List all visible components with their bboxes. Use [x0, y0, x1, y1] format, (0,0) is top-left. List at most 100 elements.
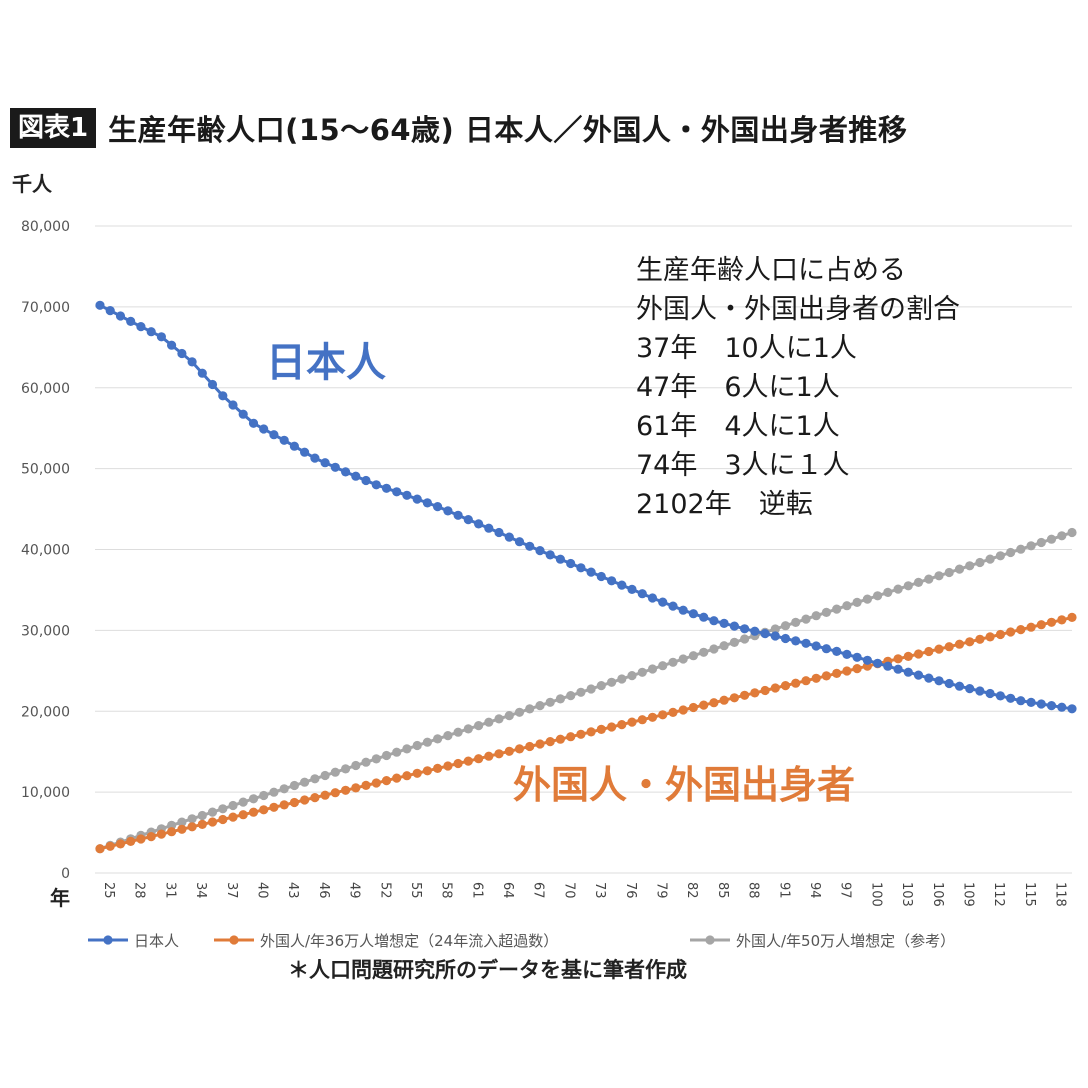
series-marker: [699, 700, 709, 710]
series-marker: [1036, 537, 1046, 548]
series-marker: [371, 754, 381, 764]
series-marker: [647, 593, 658, 603]
series-marker: [146, 832, 156, 842]
x-tick-label: 103: [899, 882, 914, 907]
series-marker: [1046, 534, 1057, 544]
series-marker: [207, 807, 218, 817]
series-marker: [433, 734, 443, 744]
legend-item: 日本人: [88, 932, 179, 950]
series-marker: [965, 684, 975, 694]
x-tick-label: 85: [715, 882, 730, 899]
series-marker: [443, 731, 453, 741]
series-marker: [832, 646, 842, 657]
x-tick-label: 64: [500, 882, 515, 899]
series-0: [95, 300, 1077, 714]
series-marker: [965, 637, 975, 647]
series-marker: [873, 658, 883, 668]
x-tick-label: 25: [101, 882, 116, 899]
series-marker: [729, 693, 740, 703]
series-marker: [1067, 527, 1077, 538]
series-marker: [873, 591, 883, 601]
series-marker: [474, 519, 484, 529]
x-tick-label: 37: [224, 882, 239, 899]
series-marker: [852, 652, 862, 662]
grid-layer: [95, 225, 1072, 874]
series-marker: [371, 480, 381, 490]
series-marker: [791, 678, 801, 688]
x-tick-label: 91: [776, 882, 791, 899]
x-tick-label: 118: [1053, 882, 1068, 907]
y-tick-label: 80,000: [21, 219, 70, 235]
series-marker: [259, 790, 269, 801]
series-marker: [995, 691, 1006, 701]
series-marker: [903, 667, 913, 677]
y-tick-label: 20,000: [21, 704, 70, 720]
series-marker: [412, 494, 422, 504]
series-marker: [586, 567, 596, 577]
series-marker: [453, 758, 463, 769]
series-marker: [709, 644, 719, 654]
series-marker: [95, 844, 105, 854]
x-tick-label: 94: [807, 882, 822, 899]
series-marker: [729, 637, 740, 648]
series-marker: [893, 664, 903, 674]
ratio-note-line: 37年 10人に1人: [636, 333, 857, 364]
series-marker: [862, 655, 873, 665]
series-marker: [463, 515, 473, 525]
series-marker: [699, 612, 709, 622]
series-marker: [627, 584, 637, 595]
series-marker: [627, 671, 637, 681]
series-marker: [187, 822, 197, 832]
series-marker: [750, 626, 760, 636]
series-marker: [341, 467, 351, 477]
series-marker: [668, 707, 678, 718]
series-marker: [545, 550, 555, 560]
series-marker: [1067, 704, 1077, 714]
series-marker: [351, 760, 361, 771]
series-marker: [678, 705, 688, 715]
series-marker: [811, 673, 821, 683]
series-marker: [514, 537, 525, 547]
series-marker: [637, 715, 647, 725]
series-marker: [688, 702, 699, 713]
x-tick-label: 109: [960, 882, 975, 907]
series-marker: [995, 629, 1006, 640]
series-marker: [310, 793, 320, 803]
series-marker: [504, 746, 514, 756]
series-marker: [770, 624, 780, 634]
series-marker: [289, 441, 299, 451]
series-marker: [944, 678, 954, 689]
series-marker: [627, 717, 637, 727]
series-marker: [975, 557, 985, 568]
series-marker: [811, 611, 821, 621]
x-tick-label: 70: [561, 882, 576, 899]
legend-label: 外国人/年36万人増想定（24年流入超過数）: [260, 932, 558, 950]
series-marker: [443, 506, 453, 516]
series-marker: [156, 829, 166, 839]
legend-swatch-marker: [103, 935, 113, 945]
series-marker: [832, 668, 842, 679]
series-marker: [965, 561, 975, 571]
series-marker: [729, 621, 740, 631]
series-marker: [248, 418, 259, 428]
series-marker: [361, 757, 371, 767]
series-marker: [105, 841, 115, 851]
series-marker: [1026, 697, 1036, 708]
series-marker: [770, 683, 780, 693]
series-1: [95, 612, 1077, 854]
series-marker: [351, 783, 361, 793]
y-tick-label: 60,000: [21, 381, 70, 397]
series-marker: [924, 646, 934, 657]
series-marker: [1016, 544, 1026, 554]
series-marker: [1046, 701, 1057, 711]
y-axis-label: 千人: [12, 172, 53, 196]
series-marker: [1057, 702, 1067, 712]
series-marker: [617, 674, 627, 684]
series-marker: [228, 400, 238, 410]
series-marker: [637, 589, 647, 599]
x-tick-label: 40: [254, 882, 269, 899]
series-marker: [903, 651, 913, 662]
series-marker: [126, 316, 136, 326]
